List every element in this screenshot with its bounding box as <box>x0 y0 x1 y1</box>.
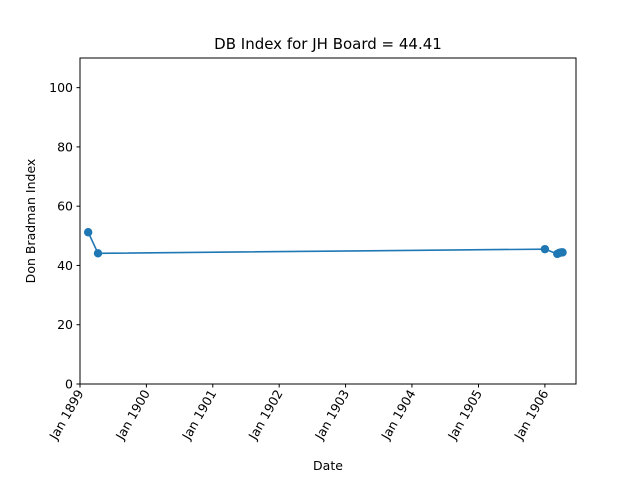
y-tick-label: 40 <box>57 258 73 273</box>
plot-frame <box>79 57 577 385</box>
chart-title: DB Index for JH Board = 44.41 <box>214 35 442 53</box>
plot-area <box>83 228 567 259</box>
y-tick-label: 60 <box>57 199 73 214</box>
data-point <box>558 248 567 257</box>
y-tick-label: 0 <box>65 377 73 392</box>
x-axis-label: Date <box>313 458 343 473</box>
y-tick-label: 80 <box>57 139 73 154</box>
data-point <box>540 244 550 254</box>
y-axis-label: Don Bradman Index <box>23 159 38 284</box>
y-tick-label: 20 <box>57 317 73 332</box>
y-axis: 0 20 40 60 80 100 <box>49 80 80 392</box>
data-point <box>83 228 93 237</box>
y-tick-label: 100 <box>49 80 73 95</box>
data-point <box>93 249 103 258</box>
